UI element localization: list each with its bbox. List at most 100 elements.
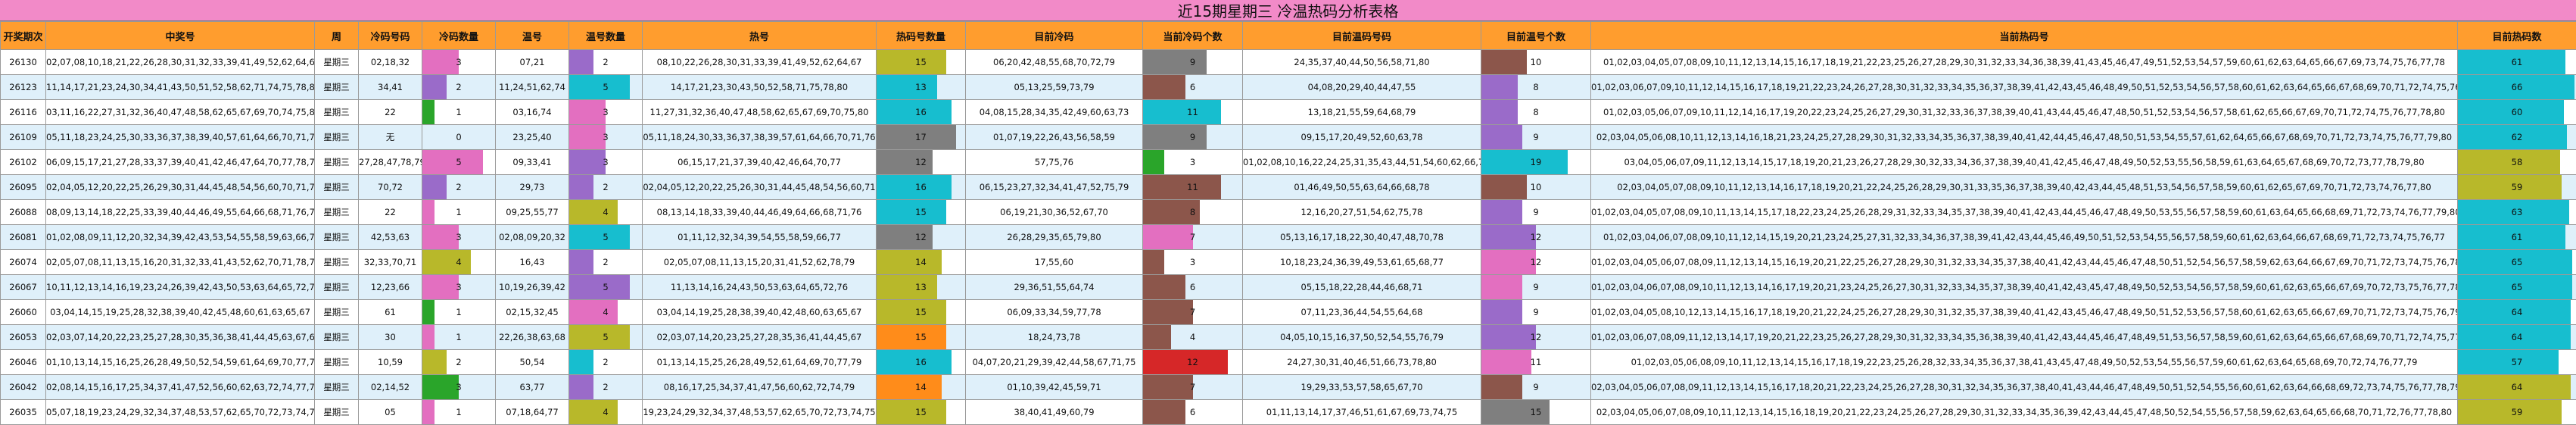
cell-cur-hot[interactable]: 01,02,03,04,06,07,08,09,10,11,12,14,15,1… (1591, 225, 2458, 250)
cell-cold-count[interactable]: 5 (422, 150, 496, 175)
cell-cur-warm[interactable]: 09,15,17,20,49,52,60,63,78 (1243, 125, 1481, 150)
cell-weekday[interactable]: 星期三 (315, 175, 359, 200)
cell-cur-cold-count[interactable]: 7 (1143, 300, 1243, 325)
cell-hot-count[interactable]: 12 (877, 150, 966, 175)
cell-hot[interactable]: 19,23,24,29,32,34,37,48,53,57,62,65,70,7… (643, 400, 877, 425)
cell-numbers[interactable]: 01,10,13,14,15,16,25,26,28,49,50,52,54,5… (46, 350, 315, 375)
cell-cur-cold[interactable]: 06,09,33,34,59,77,78 (966, 300, 1143, 325)
cell-issue[interactable]: 26035 (1, 400, 46, 425)
cell-cur-warm-count[interactable]: 12 (1481, 225, 1591, 250)
col-header-cur-warm[interactable]: 目前温码号码 (1243, 22, 1481, 50)
cell-warm-count[interactable]: 5 (569, 225, 643, 250)
cell-cur-warm[interactable]: 12,16,20,27,51,54,62,75,78 (1243, 200, 1481, 225)
cell-cur-hot-count[interactable]: 58 (2458, 150, 2576, 175)
cell-weekday[interactable]: 星期三 (315, 75, 359, 100)
col-header-cold[interactable]: 冷码号码 (359, 22, 422, 50)
cell-cur-warm-count[interactable]: 12 (1481, 325, 1591, 350)
cell-cur-cold-count[interactable]: 9 (1143, 50, 1243, 75)
col-header-numbers[interactable]: 中奖号 (46, 22, 315, 50)
cell-cur-cold[interactable]: 01,07,19,22,26,43,56,58,59 (966, 125, 1143, 150)
col-header-cur-cold-count[interactable]: 当前冷码个数 (1143, 22, 1243, 50)
cell-cur-warm-count[interactable]: 9 (1481, 275, 1591, 300)
cell-hot[interactable]: 03,04,14,19,25,28,38,39,40,42,48,60,63,6… (643, 300, 877, 325)
cell-cur-cold[interactable]: 05,13,25,59,73,79 (966, 75, 1143, 100)
cell-issue[interactable]: 26053 (1, 325, 46, 350)
cell-warm[interactable]: 22,26,38,63,68 (496, 325, 569, 350)
cell-issue[interactable]: 26042 (1, 375, 46, 400)
cell-cur-warm-count[interactable]: 12 (1481, 250, 1591, 275)
cell-cold[interactable]: 22 (359, 200, 422, 225)
cell-cold[interactable]: 32,33,70,71 (359, 250, 422, 275)
cell-issue[interactable]: 26067 (1, 275, 46, 300)
cell-hot-count[interactable]: 17 (877, 125, 966, 150)
cell-cur-hot[interactable]: 02,03,04,05,07,08,09,10,11,12,13,14,16,1… (1591, 175, 2458, 200)
cell-cur-cold-count[interactable]: 12 (1143, 350, 1243, 375)
cell-cur-hot[interactable]: 03,04,05,06,07,09,11,12,13,14,15,17,18,1… (1591, 150, 2458, 175)
cell-hot-count[interactable]: 15 (877, 200, 966, 225)
cell-cur-hot[interactable]: 02,03,04,05,06,07,08,09,11,12,13,14,15,1… (1591, 375, 2458, 400)
cell-cold[interactable]: 无 (359, 125, 422, 150)
cell-cur-hot[interactable]: 01,02,03,06,07,09,10,11,12,14,15,16,17,1… (1591, 75, 2458, 100)
cell-issue[interactable]: 26081 (1, 225, 46, 250)
cell-weekday[interactable]: 星期三 (315, 325, 359, 350)
cell-cur-warm[interactable]: 01,11,13,14,17,37,46,51,61,67,69,73,74,7… (1243, 400, 1481, 425)
cell-hot-count[interactable]: 16 (877, 175, 966, 200)
cell-cold-count[interactable]: 3 (422, 50, 496, 75)
cell-hot[interactable]: 08,10,22,26,28,30,31,33,39,41,49,52,62,6… (643, 50, 877, 75)
cell-hot[interactable]: 02,04,05,12,20,22,25,26,30,31,44,45,48,5… (643, 175, 877, 200)
cell-hot[interactable]: 05,11,18,24,30,33,36,37,38,39,57,61,64,6… (643, 125, 877, 150)
cell-cur-hot[interactable]: 01,02,03,05,06,07,09,10,11,12,14,16,17,1… (1591, 100, 2458, 125)
cell-cur-hot-count[interactable]: 61 (2458, 50, 2576, 75)
col-header-cur-warm-count[interactable]: 目前温号个数 (1481, 22, 1591, 50)
cell-warm-count[interactable]: 5 (569, 275, 643, 300)
cell-cur-warm[interactable]: 05,15,18,22,28,44,46,68,71 (1243, 275, 1481, 300)
cell-cold-count[interactable]: 3 (422, 225, 496, 250)
cell-issue[interactable]: 26046 (1, 350, 46, 375)
cell-cur-hot-count[interactable]: 57 (2458, 350, 2576, 375)
cell-warm[interactable]: 03,16,74 (496, 100, 569, 125)
cell-cur-warm[interactable]: 04,05,10,15,16,37,50,52,54,55,76,79 (1243, 325, 1481, 350)
cell-hot-count[interactable]: 15 (877, 325, 966, 350)
cell-numbers[interactable]: 06,09,15,17,21,27,28,33,37,39,40,41,42,4… (46, 150, 315, 175)
cell-cur-cold-count[interactable]: 11 (1143, 100, 1243, 125)
cell-cur-cold-count[interactable]: 7 (1143, 375, 1243, 400)
cell-cur-warm-count[interactable]: 9 (1481, 200, 1591, 225)
cell-warm[interactable]: 09,25,55,77 (496, 200, 569, 225)
cell-cold[interactable]: 10,59 (359, 350, 422, 375)
cell-warm[interactable]: 63,77 (496, 375, 569, 400)
cell-warm[interactable]: 07,21 (496, 50, 569, 75)
cell-cold-count[interactable]: 1 (422, 325, 496, 350)
cell-cold-count[interactable]: 4 (422, 250, 496, 275)
cell-hot-count[interactable]: 15 (877, 400, 966, 425)
cell-numbers[interactable]: 02,08,14,15,16,17,25,34,37,41,47,52,56,6… (46, 375, 315, 400)
cell-numbers[interactable]: 05,07,18,19,23,24,29,32,34,37,48,53,57,6… (46, 400, 315, 425)
cell-cur-cold[interactable]: 06,15,23,27,32,34,41,47,52,75,79 (966, 175, 1143, 200)
cell-hot[interactable]: 01,11,12,32,34,39,54,55,58,59,66,77 (643, 225, 877, 250)
cell-cur-hot[interactable]: 01,02,03,04,06,07,08,09,10,11,12,13,14,1… (1591, 275, 2458, 300)
cell-hot[interactable]: 14,17,21,23,30,43,50,52,58,71,75,78,80 (643, 75, 877, 100)
cell-hot-count[interactable]: 13 (877, 75, 966, 100)
cell-cur-warm[interactable]: 01,46,49,50,55,63,64,66,68,78 (1243, 175, 1481, 200)
cell-hot-count[interactable]: 15 (877, 50, 966, 75)
cell-hot-count[interactable]: 14 (877, 250, 966, 275)
cell-cold[interactable]: 27,28,47,78,79 (359, 150, 422, 175)
cell-weekday[interactable]: 星期三 (315, 375, 359, 400)
cell-cold-count[interactable]: 2 (422, 350, 496, 375)
cell-warm[interactable]: 07,18,64,77 (496, 400, 569, 425)
cell-cur-hot[interactable]: 02,03,04,05,06,08,10,11,12,13,14,16,18,2… (1591, 125, 2458, 150)
cell-cur-cold-count[interactable]: 6 (1143, 75, 1243, 100)
cell-hot-count[interactable]: 16 (877, 100, 966, 125)
col-header-issue[interactable]: 开奖期次 (1, 22, 46, 50)
cell-cur-hot[interactable]: 01,02,03,04,05,07,08,09,10,11,12,13,14,1… (1591, 50, 2458, 75)
cell-cur-warm[interactable]: 01,02,08,10,16,22,24,25,31,35,43,44,51,5… (1243, 150, 1481, 175)
col-header-cur-cold[interactable]: 目前冷码 (966, 22, 1143, 50)
cell-cur-cold[interactable]: 29,36,51,55,64,74 (966, 275, 1143, 300)
cell-cur-hot-count[interactable]: 63 (2458, 200, 2576, 225)
cell-cold[interactable]: 22 (359, 100, 422, 125)
cell-cur-cold[interactable]: 06,20,42,48,55,68,70,72,79 (966, 50, 1143, 75)
cell-cur-warm-count[interactable]: 9 (1481, 300, 1591, 325)
cell-warm-count[interactable]: 2 (569, 250, 643, 275)
cell-hot[interactable]: 02,03,07,14,20,23,25,27,28,35,36,41,44,4… (643, 325, 877, 350)
cell-cur-warm[interactable]: 04,08,20,29,40,44,47,55 (1243, 75, 1481, 100)
col-header-hot[interactable]: 热号 (643, 22, 877, 50)
